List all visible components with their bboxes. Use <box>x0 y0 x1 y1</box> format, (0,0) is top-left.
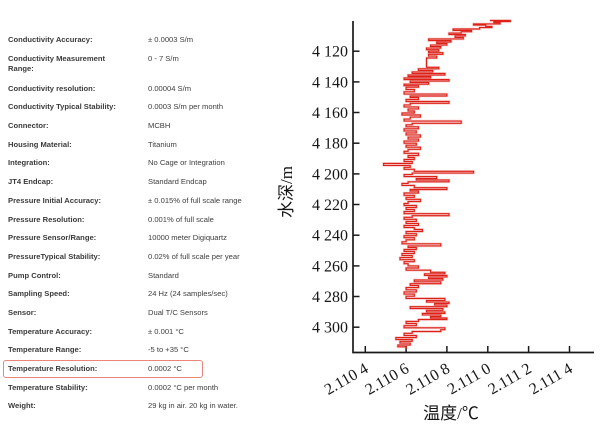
spec-label: Conductivity resolution: <box>8 83 96 93</box>
temperature-profile-trace-halo <box>382 19 512 349</box>
spec-label: Pressure Initial Accuracy: <box>8 195 101 205</box>
spec-row: Temperature Accuracy: ± 0.001 °C <box>8 327 288 346</box>
spec-row: PressureTypical Stability: 0.02% of full … <box>8 252 288 271</box>
temperature-profile-trace <box>383 19 511 349</box>
spec-row: Sensor: Dual T/C Sensors <box>8 308 288 327</box>
spec-row: JT4 Endcap: Standard Endcap <box>8 177 288 196</box>
spec-value: ± 0.015% of full scale range <box>148 195 242 205</box>
spec-label: Housing Material: <box>8 139 72 149</box>
spec-label: Connector: <box>8 121 49 131</box>
spec-value: 0.00004 S/m <box>148 83 192 93</box>
spec-label: JT4 Endcap: <box>8 177 54 187</box>
spec-label: Temperature Range: <box>8 345 82 355</box>
y-tick-label: 4 200 <box>312 166 348 183</box>
spec-row: Pressure Resolution: 0.001% of full scale <box>8 215 288 234</box>
spec-row: Weight: 29 kg in air. 20 kg in water. <box>8 401 288 420</box>
spec-value: Titanium <box>148 139 177 149</box>
y-tick-label: 4 180 <box>312 136 348 153</box>
spec-value: 0.02% of full scale per year <box>148 251 240 261</box>
spec-value: 0 - 7 S/m <box>148 53 179 63</box>
spec-value: Standard Endcap <box>148 177 207 187</box>
spec-row: Temperature Stability: 0.0002 °C per mont… <box>8 383 288 402</box>
y-tick-label: 4 300 <box>312 320 348 337</box>
spec-row: Pressure Sensor/Range: 10000 meter Digiqu… <box>8 233 288 252</box>
x-tick-label: 2.110 8 <box>403 360 453 398</box>
spec-label: Temperature Resolution: <box>8 364 98 373</box>
spec-label: Temperature Accuracy: <box>8 326 92 336</box>
x-axis-title: 温度/℃ <box>423 404 479 423</box>
spec-label: Temperature Stability: <box>8 382 88 392</box>
y-axis-title: 水深/m <box>277 166 296 218</box>
spec-value: 0.0003 S/m per month <box>148 102 224 112</box>
spec-value: No Cage or Integration <box>148 158 225 168</box>
y-tick-label: 4 280 <box>312 289 348 306</box>
y-tick-label: 4 220 <box>312 197 348 214</box>
y-tick-label: 4 240 <box>312 228 348 245</box>
x-tick-label: 2.111 0 <box>445 360 494 398</box>
spec-row: Connector: MCBH <box>8 121 288 140</box>
spec-row: Temperature Range: -5 to +35 °C <box>8 345 288 364</box>
spec-label: Pressure Sensor/Range: <box>8 233 97 243</box>
x-tick-label: 2.111 2 <box>486 360 535 398</box>
spec-value: 0.001% of full scale <box>148 214 214 224</box>
spec-row: Housing Material: Titanium <box>8 140 288 159</box>
spec-row: Pressure Initial Accuracy: ± 0.015% of fu… <box>8 196 288 215</box>
spec-row: Integration: No Cage or Integration <box>8 158 288 177</box>
x-tick-label: 2.110 6 <box>363 360 413 398</box>
spec-label: Pressure Resolution: <box>8 214 85 224</box>
spec-value: 24 Hz (24 samples/sec) <box>148 289 228 299</box>
spec-value: 0.0002 °C per month <box>148 382 219 392</box>
y-tick-label: 4 140 <box>312 74 348 91</box>
spec-label: Sensor: <box>8 307 37 317</box>
chart-axes <box>352 21 594 354</box>
spec-label: Conductivity Typical Stability: <box>8 102 116 112</box>
spec-value: 10000 meter Digiquartz <box>148 233 227 243</box>
spec-value: Dual T/C Sensors <box>148 307 208 317</box>
spec-label: Pump Control: <box>8 270 61 280</box>
spec-value: ± 0.0003 S/m <box>148 35 194 44</box>
spec-row: Conductivity Accuracy: ± 0.0003 S/m <box>8 35 288 54</box>
spec-label: Conductivity Accuracy: <box>8 35 93 44</box>
spec-value: MCBH <box>148 121 171 131</box>
spec-row: Conductivity Measurement Range: 0 - 7 S/m <box>8 54 288 84</box>
spec-label: Conductivity Measurement Range: <box>8 53 106 73</box>
spec-value: 0.0002 °C <box>148 364 182 373</box>
spec-label: PressureTypical Stability: <box>8 251 101 261</box>
spec-table: Conductivity Accuracy: ± 0.0003 S/m Conduc… <box>3 0 288 420</box>
x-tick-label: 2.111 4 <box>526 360 575 398</box>
spec-row: Pump Control: Standard <box>8 271 288 290</box>
spec-value: ± 0.001 °C <box>148 326 184 336</box>
x-tick-label: 2.110 4 <box>322 360 372 398</box>
spec-label: Sampling Speed: <box>8 289 70 299</box>
y-tick-label: 4 160 <box>312 105 348 122</box>
spec-row: Sampling Speed: 24 Hz (24 samples/sec) <box>8 289 288 308</box>
spec-label: Integration: <box>8 158 50 168</box>
y-tick-label: 4 120 <box>312 44 348 61</box>
spec-value: Standard <box>148 270 179 280</box>
y-tick-label: 4 260 <box>312 258 348 275</box>
spec-label: Weight: <box>8 401 36 411</box>
spec-row: Conductivity resolution: 0.00004 S/m <box>8 84 288 103</box>
spec-value: 29 kg in air. 20 kg in water. <box>148 401 238 411</box>
spec-row: Conductivity Typical Stability: 0.0003 S/… <box>8 102 288 121</box>
spec-value: -5 to +35 °C <box>148 345 189 355</box>
